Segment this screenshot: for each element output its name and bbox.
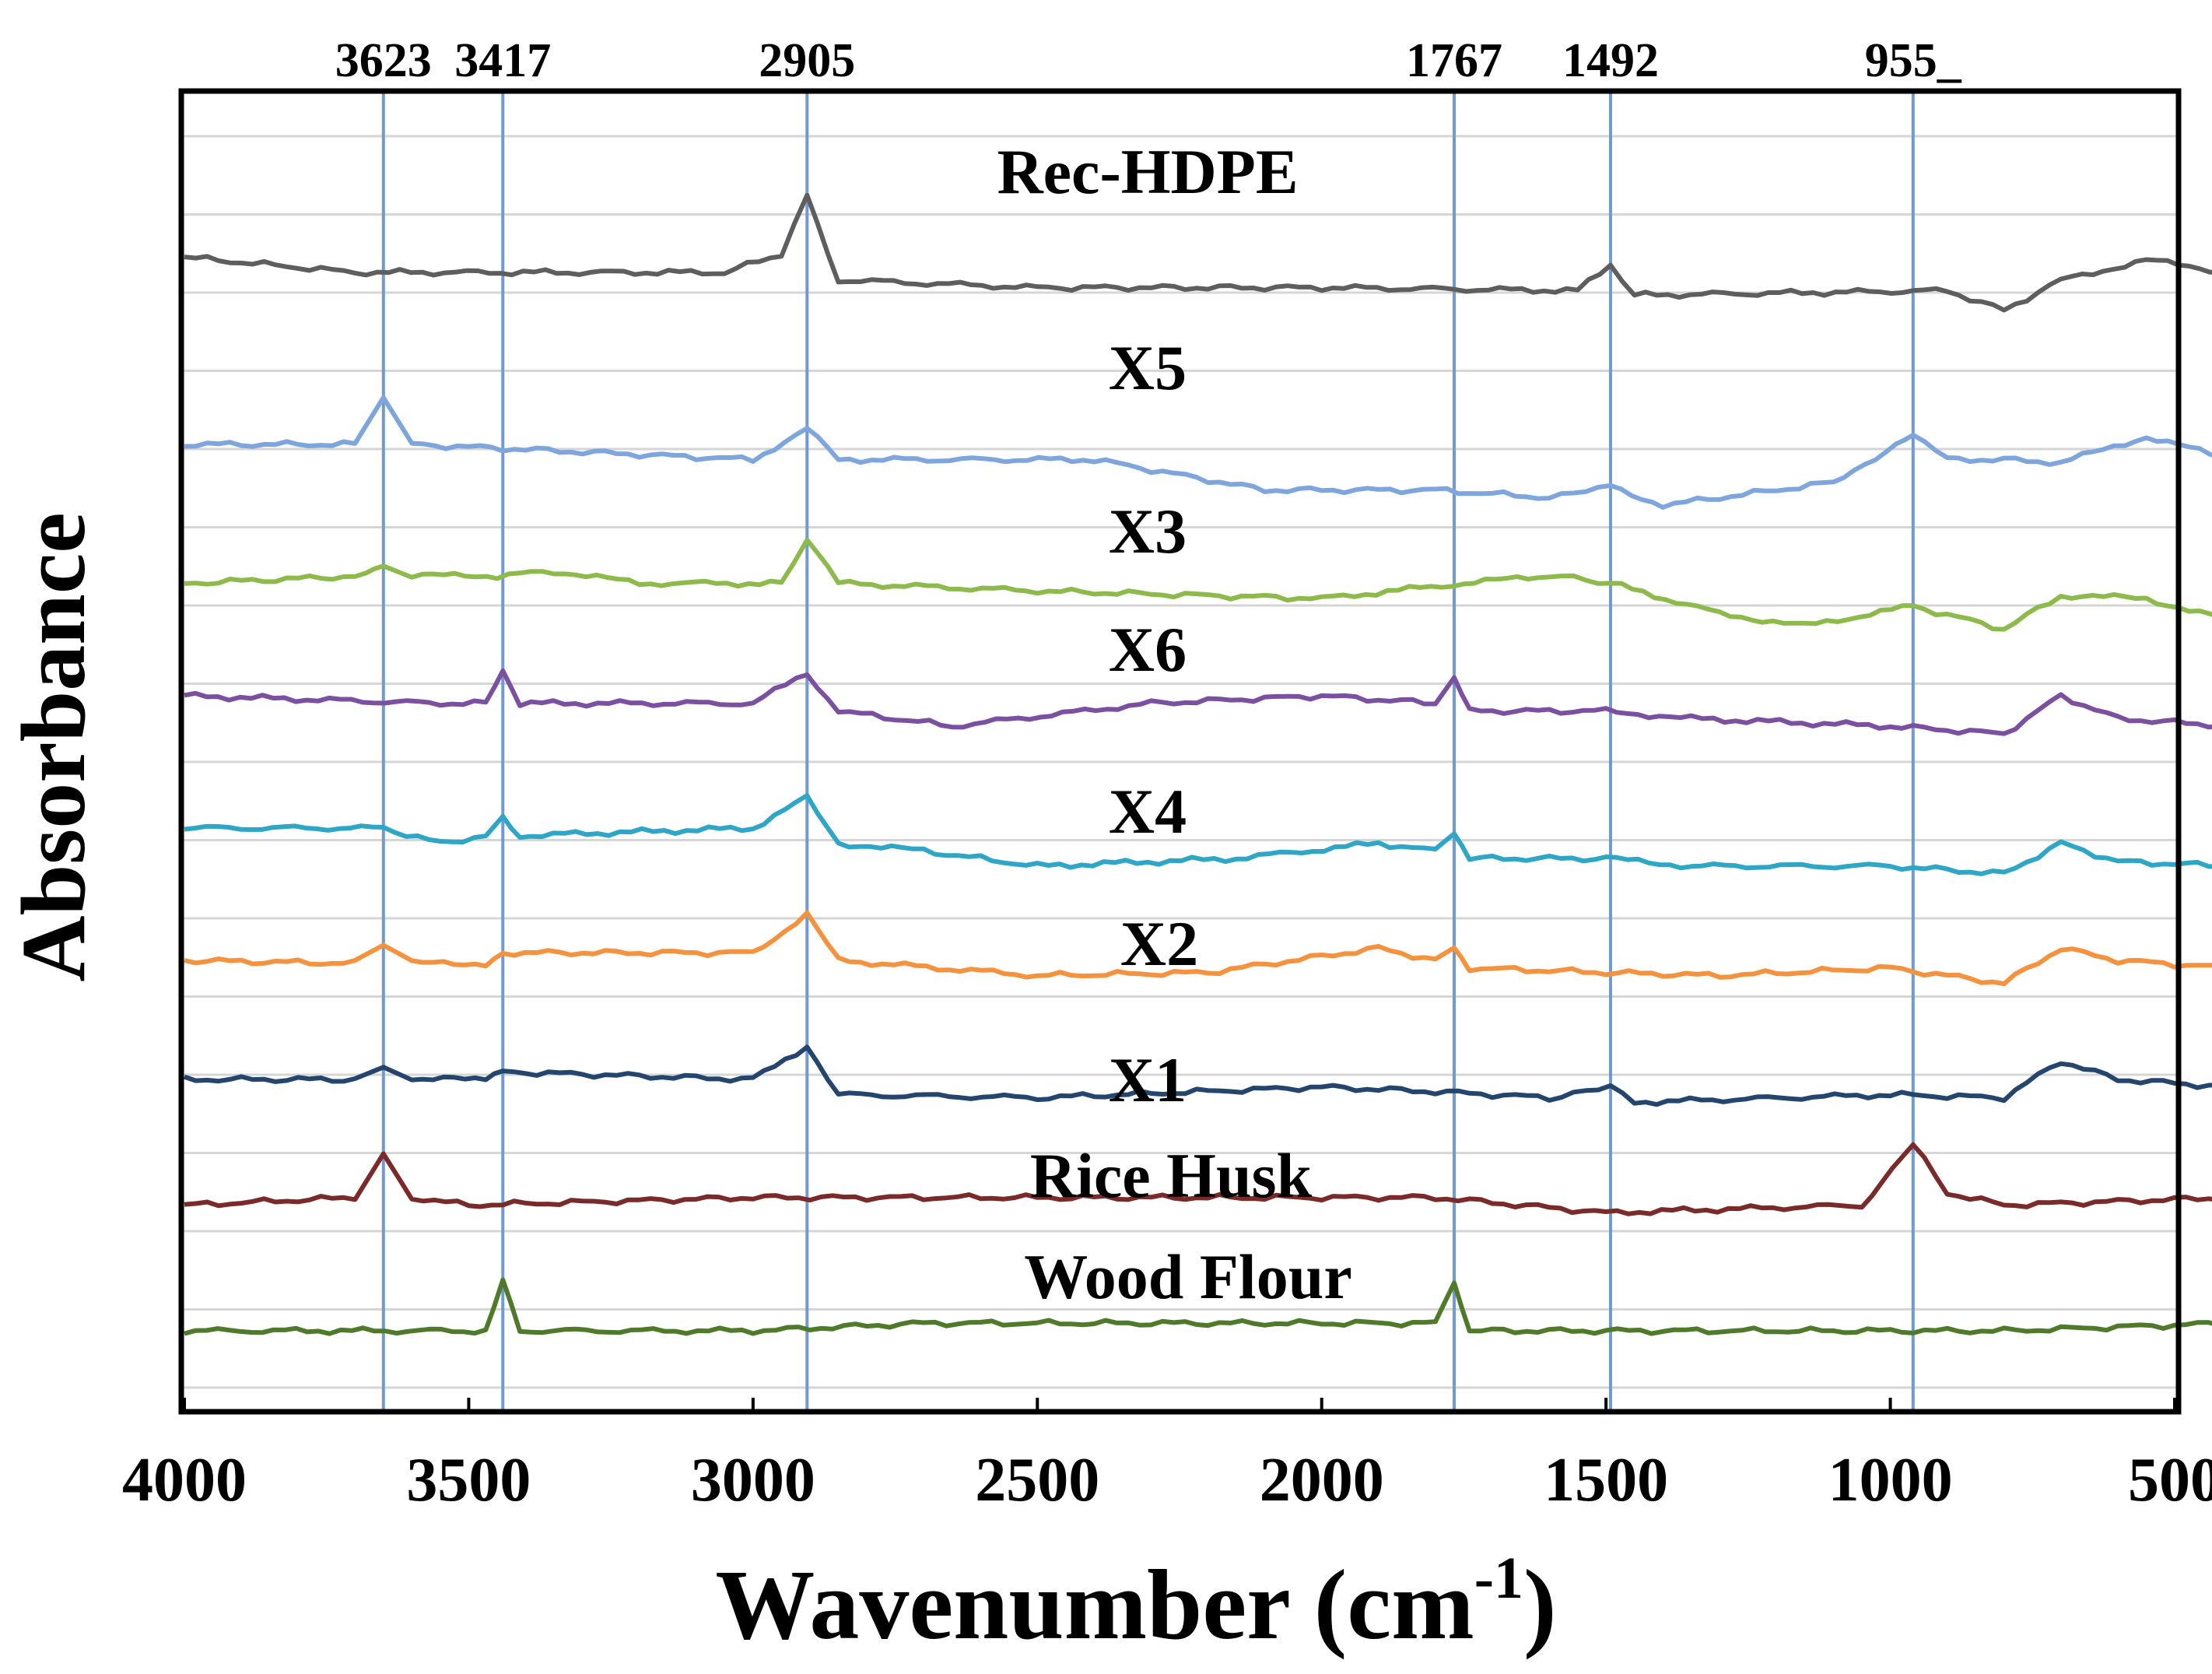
peak-labels: 3623 3417 2905 1767 1492 955_ [335,34,1962,87]
peak-label-4: 1492 [1562,34,1659,87]
series-labels: Rec-HDPE X5 X3 X6 X4 X2 X1 Rice Husk Wood Flour [997,136,1351,1312]
x-tick-label-1000: 1000 [1828,1446,1953,1514]
series-line-x5 [184,395,2212,510]
y-axis-label: Absorbance [2,512,104,981]
x-tick-label-3000: 3000 [691,1446,815,1514]
peak-label-2: 2905 [759,34,855,87]
series-line-x1 [184,1044,2212,1107]
series-line-x3 [184,537,2212,632]
series-line-rec-hdpe [184,192,2212,313]
x-tick-label-4000: 4000 [122,1446,247,1514]
x-tick-label-2000: 2000 [1260,1446,1384,1514]
peak-label-0: 3623 [335,34,432,87]
x-tick-label-3500: 3500 [406,1446,531,1514]
plot-frame [178,88,2182,1415]
peak-label-3: 1767 [1406,34,1502,87]
spectra [184,192,2212,1336]
series-label-x5: X5 [1109,332,1187,403]
series-line-rice-husk [184,1142,2212,1216]
x-tick-label-500: 500 [2128,1446,2212,1514]
peak-lines [381,91,1915,1412]
series-line-x6 [184,668,2212,736]
series-label-rice-husk: Rice Husk [1030,1140,1313,1211]
gridlines [181,135,2179,1389]
x-tick-label-1500: 1500 [1544,1446,1668,1514]
series-label-x3: X3 [1109,496,1187,567]
series-label-x1: X1 [1109,1044,1187,1115]
series-label-wood-flour: Wood Flour [1024,1241,1351,1312]
x-axis-label: Wavenumber (cm-1) [715,1546,1556,1660]
peak-label-5: 955_ [1865,34,1962,87]
series-line-wood-flour [184,1277,2212,1336]
series-label-x4: X4 [1109,776,1187,847]
series-label-x6: X6 [1109,614,1187,685]
x-axis-label-close: ) [1523,1549,1557,1660]
x-axis-ticks: 4000 3500 3000 2500 2000 1500 1000 500 [122,1398,2212,1514]
x-tick-label-2500: 2500 [975,1446,1099,1514]
series-label-rec-hdpe: Rec-HDPE [997,136,1298,207]
x-axis-label-main: Wavenumber (cm [715,1549,1474,1660]
x-axis-label-sup: -1 [1474,1546,1523,1611]
peak-label-1: 3417 [454,34,551,87]
series-line-x2 [184,910,2212,987]
series-line-x4 [184,793,2212,876]
series-label-x2: X2 [1120,908,1198,979]
